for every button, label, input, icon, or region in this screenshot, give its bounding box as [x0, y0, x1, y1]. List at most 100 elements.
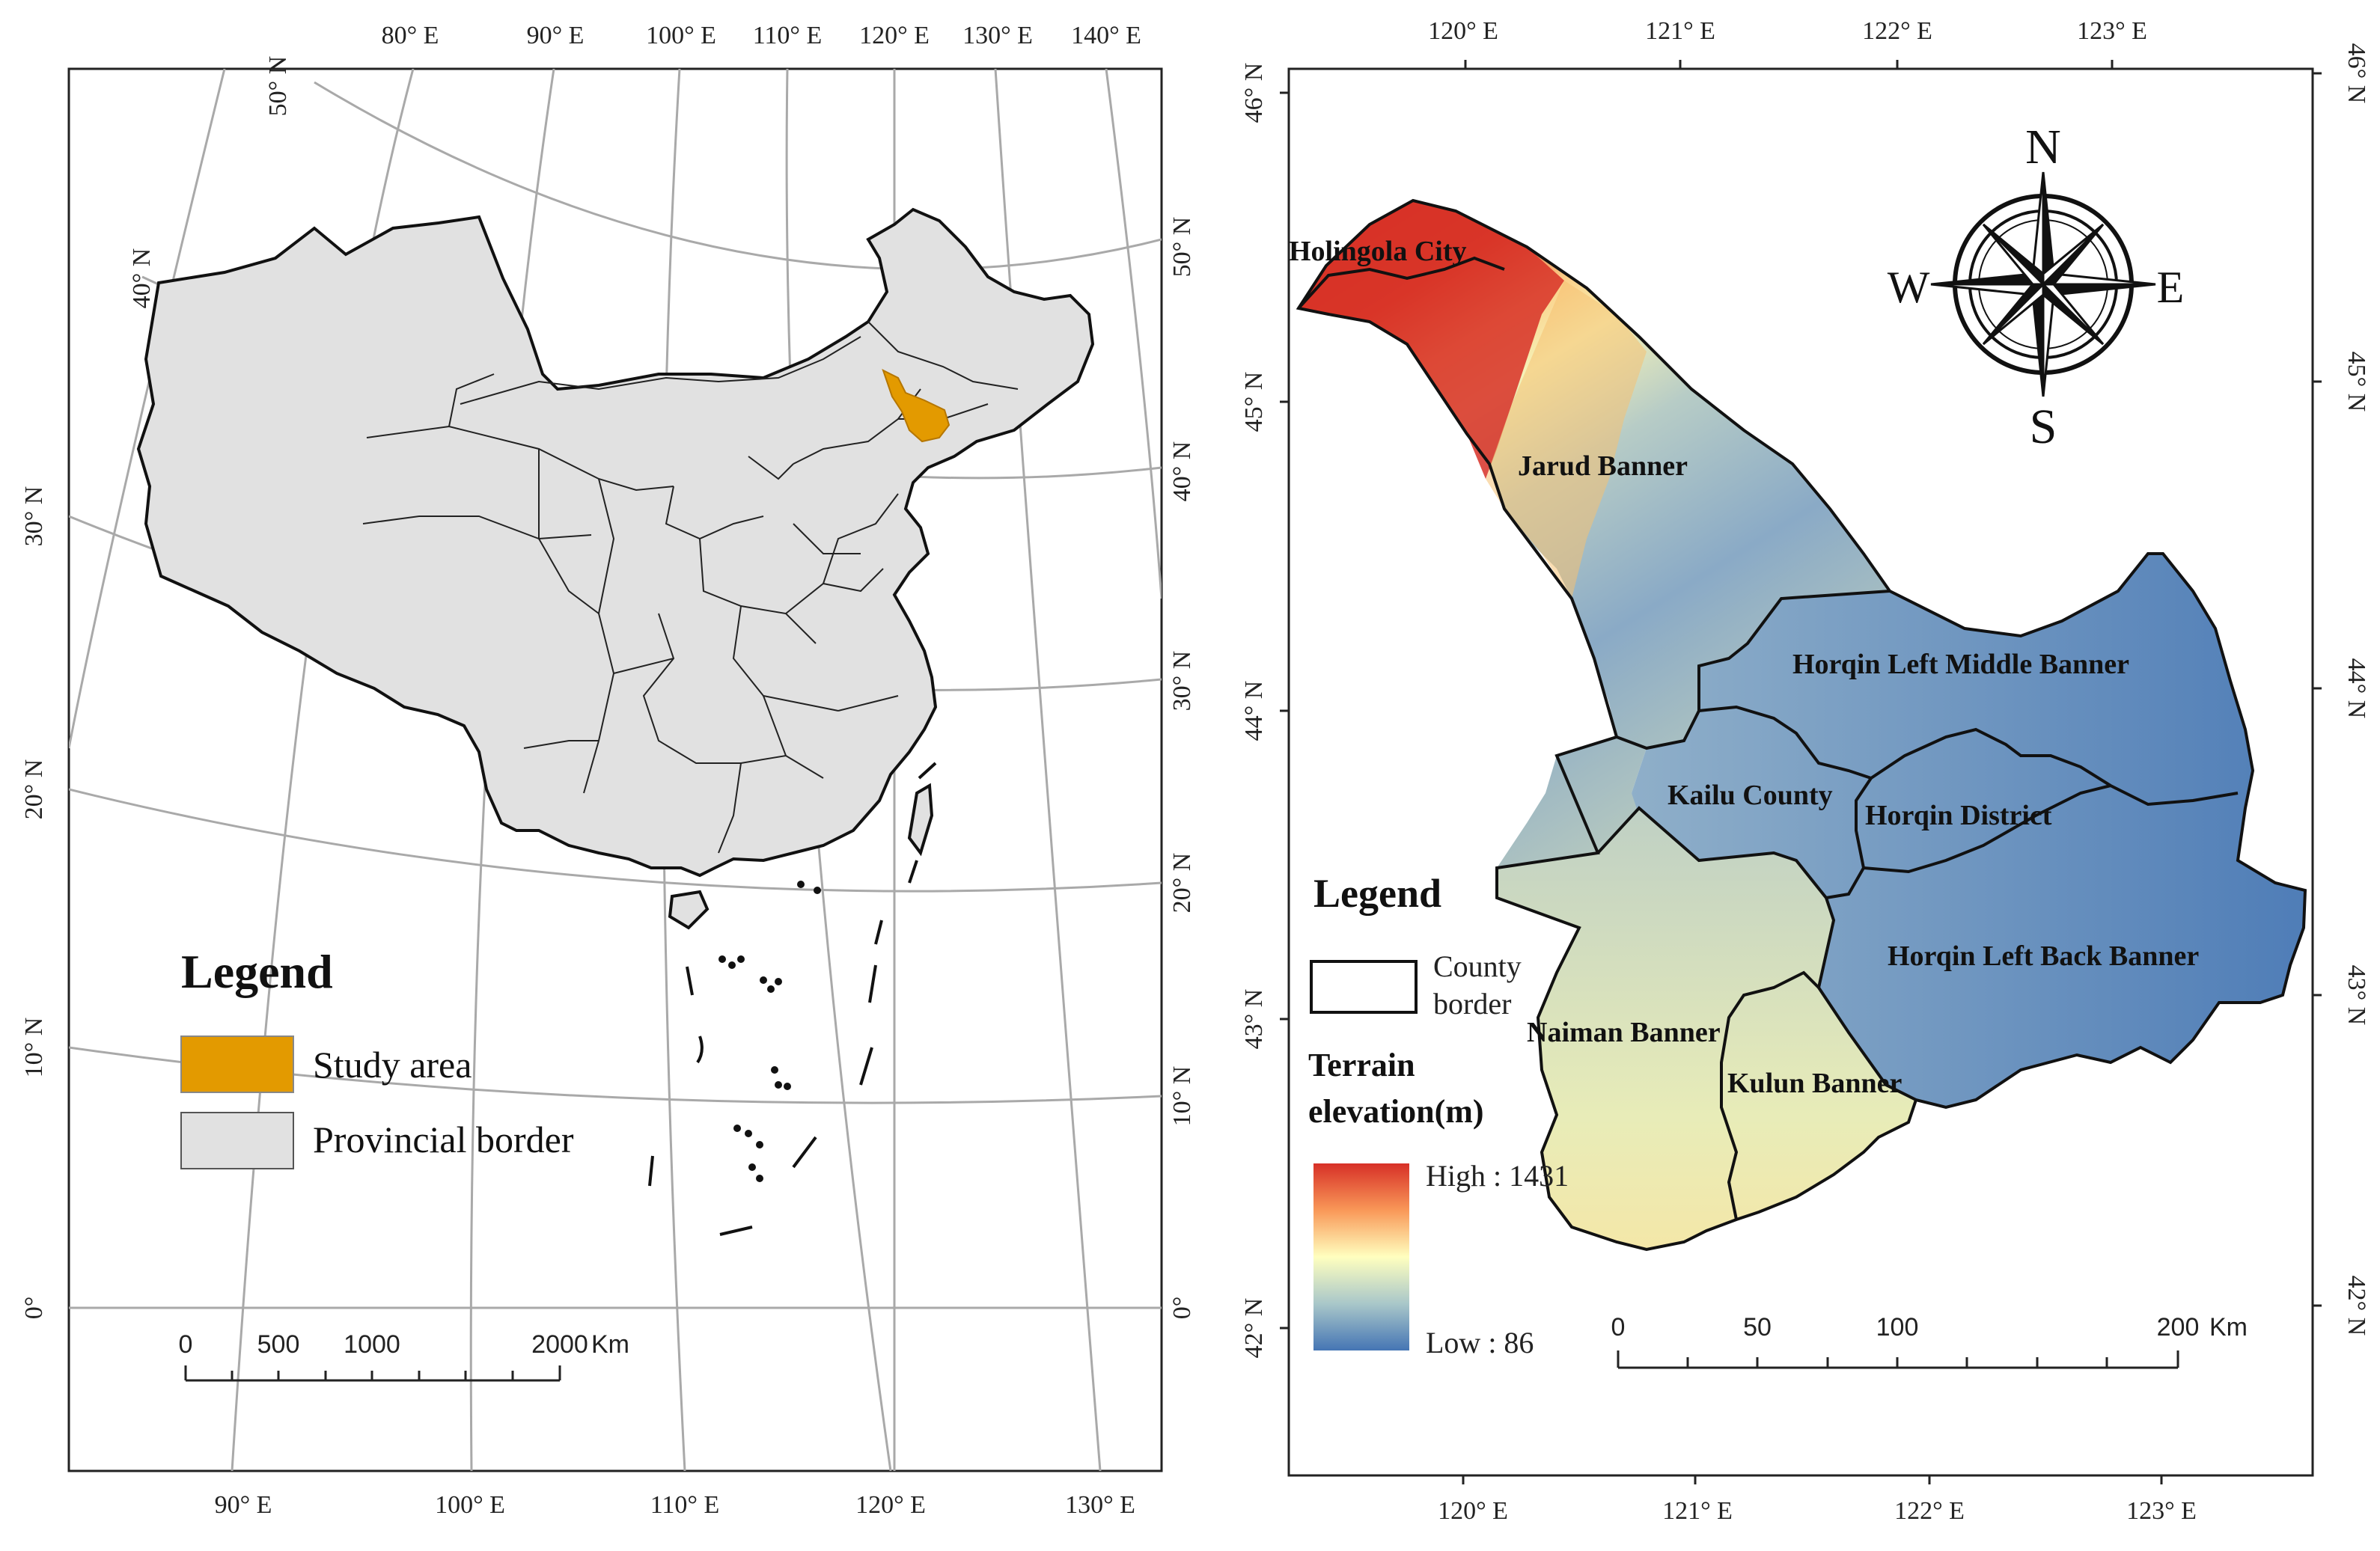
legend-elevation-high: High : 1431 [1426, 1159, 1569, 1193]
tick-label: 130° E [962, 22, 1033, 49]
right-right-lat-labels: 46° N 45° N 44° N 43° N 42° N [2343, 43, 2370, 1336]
tick-label: 45° N [2343, 352, 2370, 412]
right-lat-labels-left-map: 50° N 40° N 30° N 20° N 10° N 0° [1168, 217, 1196, 1320]
tick-label: 123° E [2126, 1497, 2197, 1525]
china-overview-map: 80° E 90° E 100° E 110° E 120° E 130° E … [20, 22, 1196, 1519]
county-label-horqin-left-back: Horqin Left Back Banner [1888, 940, 2199, 972]
kailu-naiman-border [1596, 806, 1836, 988]
tick-label: 40° N [1168, 441, 1196, 502]
left-scalebar: 0 500 1000 2000 Km [179, 1330, 629, 1382]
tick-label: 121° E [1645, 17, 1715, 45]
tick-label: 140° E [1071, 22, 1141, 49]
right-left-lat-labels: 46° N 45° N 44° N 43° N 42° N [1240, 63, 1268, 1359]
tick-label: 0° [1168, 1297, 1196, 1320]
tick-label: 20° N [20, 759, 48, 820]
kailu-border [1698, 705, 1872, 780]
legend-title: Legend [1313, 871, 1441, 916]
jarud-south-border [1616, 590, 1891, 750]
tick-label: 121° E [1662, 1497, 1733, 1525]
right-map-ticks [1280, 60, 2322, 1484]
tick-label: 90° E [215, 1491, 272, 1519]
scalebar-tick: 100 [1876, 1313, 1919, 1342]
tick-label: 100° E [646, 22, 716, 49]
left-bottom-labels: 90° E 100° E 110° E 120° E 130° E [215, 1491, 1135, 1519]
tick-label: 42° N [2343, 1276, 2370, 1336]
tick-label: 50° N [264, 56, 292, 117]
county-borders [1296, 198, 2307, 1252]
county-label-holingola: Holingola City [1289, 236, 1467, 267]
compass-rose: N S E W [1888, 120, 2185, 454]
study-area-outline [1296, 198, 2307, 1252]
compass-n: N [2025, 120, 2061, 174]
county-label-horqin-left-middle: Horqin Left Middle Banner [1792, 649, 2129, 680]
tick-label: 10° N [20, 1018, 48, 1078]
scalebar-unit: Km [591, 1330, 629, 1359]
tick-label: 50° N [1168, 217, 1196, 278]
scalebar-unit: Km [2209, 1313, 2248, 1342]
right-scalebar: 0 50 100 200 Km [1611, 1313, 2248, 1369]
study-area-terrain [1299, 201, 2305, 1249]
legend-title: Legend [181, 945, 333, 998]
scalebar-tick: 500 [257, 1330, 300, 1359]
legend-label-provincial-border: Provincial border [313, 1119, 574, 1160]
right-bottom-labels: 120° E 121° E 122° E 123° E [1438, 1497, 2197, 1525]
county-label-naiman: Naiman Banner [1527, 1017, 1721, 1048]
tick-label: 42° N [1240, 1298, 1268, 1359]
right-top-labels: 120° E 121° E 122° E 123° E [1428, 17, 2147, 45]
legend-label-county-border-1: County [1433, 949, 1522, 983]
tick-label: 43° N [1240, 989, 1268, 1050]
county-labels: Holingola City Jarud Banner Horqin Left … [1289, 236, 2199, 1099]
tick-label: 110° E [753, 22, 823, 49]
terrain-south [1497, 808, 1916, 1249]
tick-label: 30° N [1168, 651, 1196, 712]
tick-label: 120° E [1428, 17, 1498, 45]
county-label-horqin-district: Horqin District [1865, 800, 2052, 831]
right-legend: Legend County border Terrain elevation(m… [1308, 871, 1569, 1359]
left-legend: Legend Study area Provincial border [180, 945, 574, 1169]
legend-swatch-study-area [180, 1035, 294, 1093]
tick-label: 122° E [1894, 1497, 1965, 1525]
terrain-mid-north [1486, 281, 1647, 599]
kulun-east-border [1817, 986, 1917, 1101]
tick-label: 120° E [855, 1491, 926, 1519]
legend-swatch-county-border [1310, 960, 1418, 1014]
legend-swatch-provincial-border [180, 1112, 294, 1169]
tick-label: 100° E [435, 1491, 505, 1519]
tick-label: 130° E [1065, 1491, 1135, 1519]
county-label-jarud: Jarud Banner [1518, 450, 1688, 482]
china-provinces [136, 207, 1095, 1236]
left-lat-labels: 50° N 40° N 30° N 20° N 10° N 0° [20, 56, 292, 1320]
scalebar-tick: 50 [1743, 1313, 1772, 1342]
tick-label: 123° E [2077, 17, 2147, 45]
study-area-elevation-map: 120° E 121° E 122° E 123° E 120° E 121° … [1240, 17, 2370, 1525]
tick-label: 30° N [20, 486, 48, 547]
terrain-east [1632, 554, 2305, 1107]
tick-label: 122° E [1862, 17, 1932, 45]
tick-label: 110° E [650, 1491, 720, 1519]
compass-w: W [1888, 263, 1930, 312]
tick-label: 120° E [1438, 1497, 1508, 1525]
legend-label-study-area: Study area [313, 1044, 472, 1086]
tick-label: 10° N [1168, 1066, 1196, 1127]
horqin-district-border [1870, 727, 2239, 807]
legend-label-county-border-2: border [1433, 987, 1511, 1021]
county-label-kulun: Kulun Banner [1727, 1068, 1902, 1099]
tick-label: 20° N [1168, 853, 1196, 914]
study-area-marker [882, 369, 951, 443]
scalebar-tick: 1000 [344, 1330, 400, 1359]
horqin-district-south [1825, 777, 1873, 899]
tick-label: 46° N [1240, 63, 1268, 123]
china-outline [136, 207, 1095, 878]
tick-label: 90° E [527, 22, 585, 49]
tick-label: 40° N [128, 248, 156, 309]
tick-label: 43° N [2343, 965, 2370, 1026]
tick-label: 46° N [2343, 43, 2370, 104]
legend-elevation-ramp [1313, 1163, 1409, 1350]
tick-label: 0° [20, 1297, 48, 1320]
legend-label-elevation-1: Terrain [1308, 1047, 1415, 1083]
compass-e: E [2157, 263, 2185, 312]
legend-label-elevation-2: elevation(m) [1308, 1093, 1484, 1130]
legend-elevation-low: Low : 86 [1426, 1326, 1534, 1359]
scalebar-tick: 0 [1611, 1313, 1626, 1342]
hainan [668, 890, 710, 930]
